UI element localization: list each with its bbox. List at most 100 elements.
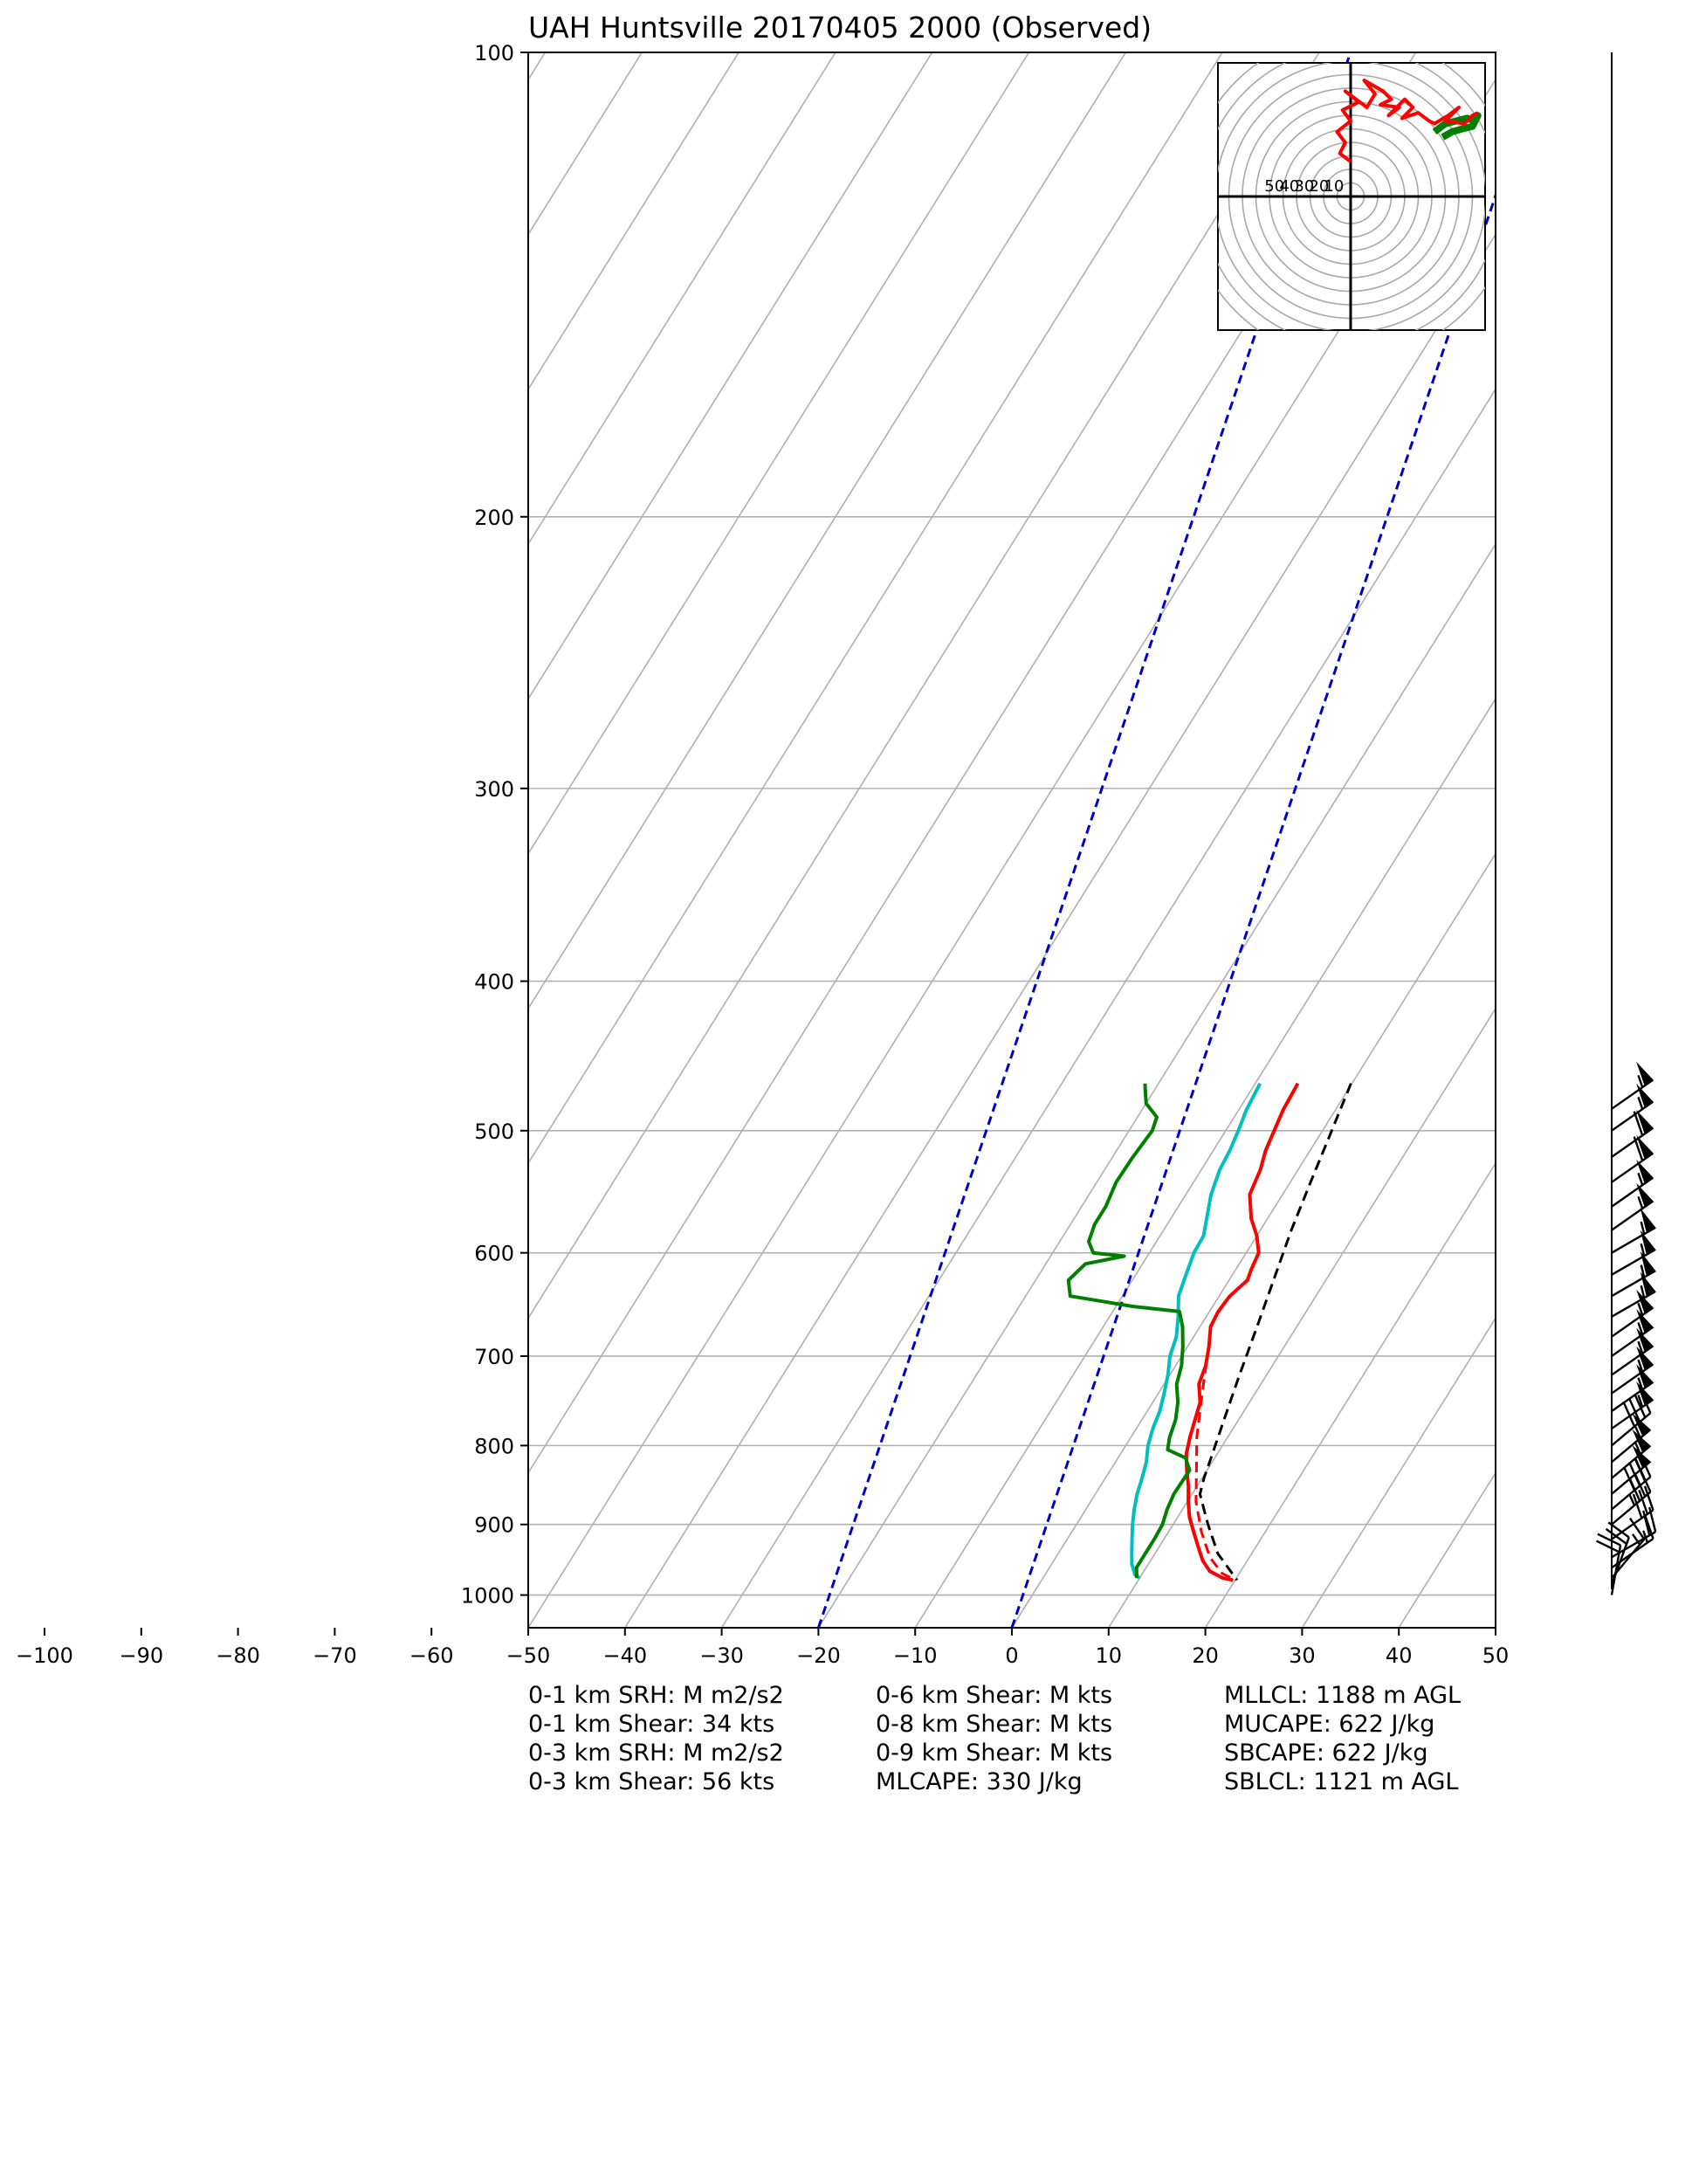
wind-barb-flag — [1636, 1109, 1654, 1134]
isotherm-line — [528, 52, 739, 391]
wind-barb-full — [1607, 1521, 1630, 1539]
wind-barb-full — [1628, 1517, 1646, 1540]
wind-barb-flag — [1636, 1083, 1654, 1108]
wind-barb-flag — [1640, 1208, 1656, 1233]
wind-barb-full — [1639, 1389, 1652, 1414]
wind-barb-shaft — [1611, 1509, 1654, 1540]
isotherm-line — [1108, 1007, 1496, 1628]
wind-barb-shaft — [1611, 1381, 1654, 1412]
wind-barb — [1605, 1521, 1630, 1586]
x-tick-label: −100 — [16, 1643, 73, 1668]
wind-barb-shaft — [1611, 1226, 1656, 1254]
isotherm-line — [528, 52, 1320, 1319]
wind-barb — [1611, 1208, 1656, 1254]
wind-barb-half — [1637, 1172, 1644, 1186]
wind-barb-full — [1643, 1485, 1654, 1511]
profile-series — [1194, 1346, 1236, 1581]
stat-sbcape: SBCAPE: 622 J/kg — [1224, 1740, 1428, 1767]
wind-barb-shaft — [1611, 1248, 1656, 1276]
wind-barb-half — [1637, 1395, 1644, 1408]
wind-barb-shaft — [1611, 1126, 1654, 1158]
isotherm-line — [1592, 52, 1699, 1628]
profile-series — [1130, 1082, 1262, 1580]
wind-barb-half — [1637, 1075, 1644, 1088]
wind-barb-flag — [1636, 1159, 1654, 1184]
wind-barb-full — [1639, 1468, 1652, 1492]
wind-barb-flag — [1636, 1346, 1654, 1371]
wind-barb-flag — [1636, 1364, 1654, 1388]
wind-barb-full — [1638, 1490, 1649, 1515]
x-tick-label: −30 — [699, 1643, 744, 1668]
stat-shear-0-9: 0-9 km Shear: M kts — [876, 1740, 1113, 1767]
x-tick-label: 30 — [1289, 1643, 1316, 1668]
isotherm-line — [528, 52, 1030, 856]
wind-barb-full — [1643, 1514, 1654, 1540]
wind-barb-full — [1628, 1477, 1641, 1502]
x-tick-label: 10 — [1096, 1643, 1123, 1668]
x-tick-label: −60 — [409, 1643, 454, 1668]
wind-barb-half — [1637, 1322, 1644, 1335]
profile-series — [1066, 1083, 1192, 1579]
wind-barb — [1611, 1289, 1654, 1338]
wind-barb-half — [1642, 1530, 1649, 1543]
wind-barb-full — [1633, 1136, 1644, 1161]
wind-barb-full — [1633, 1111, 1644, 1136]
wind-barb — [1611, 1250, 1656, 1298]
wind-barb-full — [1642, 1510, 1651, 1536]
isotherm-line — [1301, 1316, 1496, 1628]
wind-barb-shaft — [1611, 1476, 1652, 1511]
stats-col-3: MLLCL: 1188 m AGL MUCAPE: 622 J/kg SBCAP… — [1224, 1681, 1461, 1796]
y-tick-label: 200 — [474, 506, 514, 530]
wind-barb-full — [1597, 1533, 1621, 1547]
x-tick-label: 0 — [1005, 1643, 1018, 1668]
wind-barb-flag — [1636, 1182, 1654, 1208]
wind-barb-flag — [1636, 1289, 1654, 1314]
x-tick-label: 50 — [1482, 1643, 1510, 1668]
wind-barb-half — [1640, 1221, 1646, 1235]
hodograph-ring-label: 10 — [1324, 177, 1344, 196]
isotherm-line — [720, 388, 1496, 1628]
profile-lines — [1066, 1082, 1352, 1582]
wind-barb-flag — [1640, 1271, 1656, 1297]
wind-barb — [1611, 1309, 1654, 1357]
wind-barb-half — [1637, 1359, 1644, 1373]
hodograph-ring-label: 30 — [1294, 177, 1314, 196]
wind-barb — [1611, 1230, 1656, 1276]
isotherm-line — [1495, 1626, 1496, 1628]
wind-barb-full — [1634, 1394, 1647, 1418]
wind-barb-flag — [1632, 1413, 1651, 1436]
wind-barb — [1611, 1134, 1654, 1183]
wind-barb — [1611, 1346, 1654, 1395]
stat-srh-0-3: 0-3 km SRH: M m2/s2 — [528, 1740, 784, 1767]
wind-barb-shaft — [1611, 1152, 1654, 1183]
wind-barb-shaft — [1611, 1491, 1652, 1526]
wind-barb-full — [1605, 1527, 1627, 1545]
isotherm-line — [528, 52, 933, 700]
wind-barb-shaft — [1611, 1200, 1654, 1231]
x-tick-label: −20 — [796, 1643, 841, 1668]
hodograph-ring-label: 40 — [1279, 177, 1299, 196]
wind-barb — [1611, 1083, 1654, 1132]
wind-barb-shaft — [1611, 1290, 1656, 1318]
wind-barb-full — [1628, 1398, 1641, 1423]
stats-col-2: 0-6 km Shear: M kts 0-8 km Shear: M kts … — [876, 1681, 1112, 1796]
wind-barb-shaft — [1611, 1270, 1656, 1298]
x-tick-label: 40 — [1386, 1643, 1413, 1668]
wind-barb-half — [1640, 1264, 1646, 1278]
wind-barb — [1611, 1182, 1654, 1231]
wind-barb-flag — [1636, 1327, 1654, 1353]
wind-barb — [1595, 1533, 1622, 1595]
hodograph-trace — [1335, 79, 1479, 163]
isotherm-line — [1204, 1161, 1496, 1628]
isotherm-line — [817, 542, 1496, 1628]
stat-mucape: MUCAPE: 622 J/kg — [1224, 1711, 1435, 1738]
isotherm-line — [528, 52, 1126, 1010]
x-tick-label: −70 — [313, 1643, 357, 1668]
wind-barbs — [1595, 52, 1657, 1595]
wind-barb-shaft — [1611, 1100, 1654, 1132]
wind-barb — [1611, 1109, 1654, 1158]
